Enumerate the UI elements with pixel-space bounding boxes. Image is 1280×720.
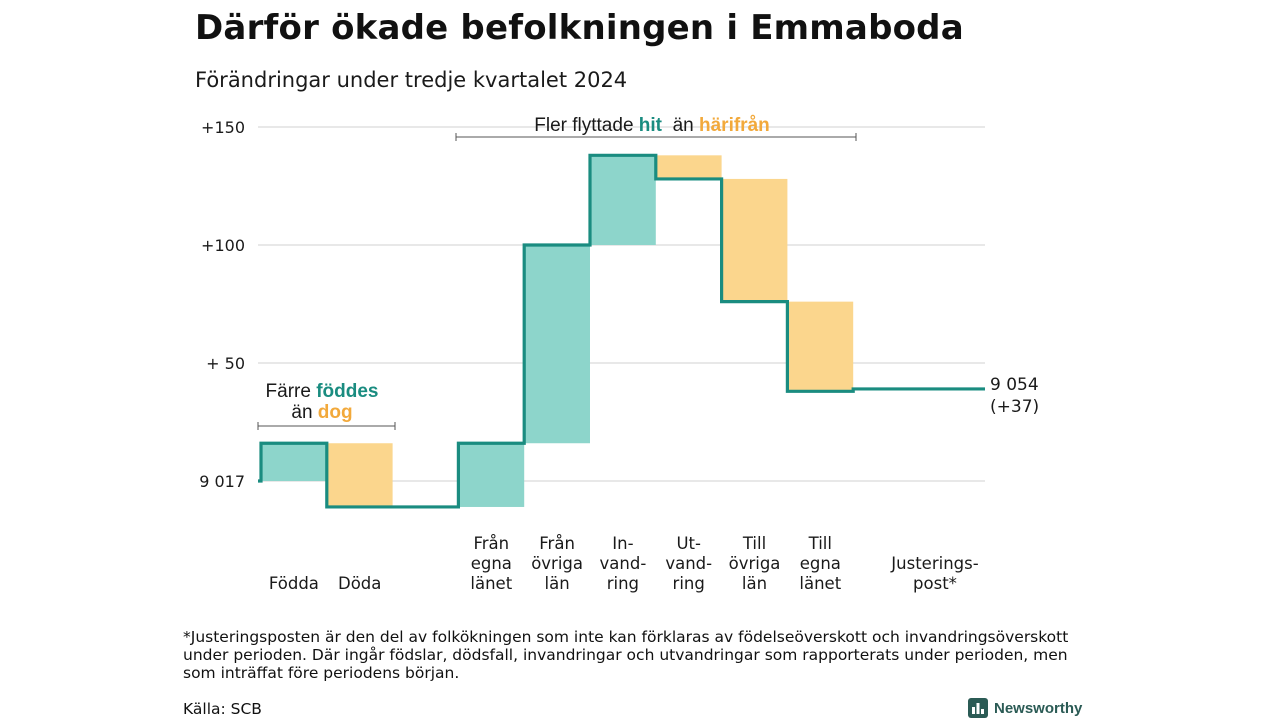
x-tick-label: vand- xyxy=(665,554,712,573)
bar xyxy=(655,155,722,179)
bar xyxy=(458,443,525,507)
source-label: Källa: SCB xyxy=(183,700,262,718)
migration-annotation-prefix: Fler flyttade xyxy=(534,115,639,136)
brand-logo[interactable]: Newsworthy xyxy=(968,697,1082,719)
x-tick-label: Döda xyxy=(338,574,381,593)
chart-title: Därför ökade befolkningen i Emmaboda xyxy=(195,8,964,48)
x-tick-label: vand- xyxy=(600,554,647,573)
births-annotation-prefix-2: än xyxy=(291,402,317,423)
x-tick-label: ring xyxy=(607,574,639,593)
migration-annotation-hit: hit xyxy=(639,115,663,136)
x-tick-label: Till xyxy=(808,534,832,553)
brand-name: Newsworthy xyxy=(994,699,1083,717)
bar xyxy=(787,301,854,392)
births-annotation-highlight: föddes xyxy=(316,381,378,402)
x-tick-label: ring xyxy=(673,574,705,593)
x-tick-label: övriga xyxy=(729,554,781,573)
births-annotation: Färre föddes än dog xyxy=(257,381,396,430)
end-value-label: 9 054 (+37) xyxy=(990,375,1039,417)
bar xyxy=(261,443,327,481)
y-tick-label: +150 xyxy=(201,118,245,137)
y-tick-label: + 50 xyxy=(206,354,245,373)
footnote: *Justeringsposten är den del av folkökni… xyxy=(183,628,1069,682)
waterfall-chart: 9 017+ 50+100+150 Födda DödaFrånegnalänet… xyxy=(199,115,1039,593)
x-tick-label: egna xyxy=(800,554,841,573)
bar xyxy=(721,178,788,302)
y-axis-ticks: 9 017 + 50 +100 +150 xyxy=(199,118,245,491)
bar xyxy=(590,155,656,245)
svg-text:än dog: än dog xyxy=(291,402,352,423)
x-tick-label: länet xyxy=(470,574,512,593)
x-tick-label: post* xyxy=(913,574,957,593)
y-tick-label: +100 xyxy=(201,236,245,255)
bars xyxy=(261,155,854,507)
births-annotation-highlight-2: dog xyxy=(318,402,353,423)
x-tick-label: län xyxy=(742,574,767,593)
x-tick-label: Ut- xyxy=(676,534,701,553)
chart-subtitle: Förändringar under tredje kvartalet 2024 xyxy=(195,68,628,92)
x-tick-label: länet xyxy=(799,574,841,593)
migration-annotation-harifran: härifrån xyxy=(699,115,770,136)
cumulative-step-line xyxy=(258,153,985,509)
migration-annotation: Fler flyttade hit än härifrån xyxy=(455,115,857,141)
x-axis-labels: Födda DödaFrånegnalänetFrånövrigalänIn-va… xyxy=(269,534,979,593)
x-tick-label: In- xyxy=(612,534,633,553)
x-tick-label: övriga xyxy=(531,554,583,573)
migration-annotation-middle: än xyxy=(662,115,699,136)
bar xyxy=(524,245,590,444)
births-annotation-prefix: Färre xyxy=(266,381,317,402)
x-tick-label: Justerings- xyxy=(890,554,978,573)
x-tick-label: egna xyxy=(471,554,512,573)
bar xyxy=(326,443,393,507)
x-tick-label: Från xyxy=(473,534,509,553)
x-tick-label: län xyxy=(545,574,570,593)
y-tick-label: 9 017 xyxy=(199,472,245,491)
x-tick-label: Till xyxy=(742,534,766,553)
svg-text:Fler flyttade hit än härifrån: Fler flyttade hit än härifrån xyxy=(534,115,770,136)
bar-chart-logo-icon xyxy=(968,698,988,718)
end-value: 9 054 xyxy=(990,375,1039,395)
svg-text:Färre föddes: Färre föddes xyxy=(266,381,379,402)
x-tick-label: Från xyxy=(539,534,575,553)
x-tick-label: Födda xyxy=(269,574,319,593)
end-change: (+37) xyxy=(990,397,1039,417)
